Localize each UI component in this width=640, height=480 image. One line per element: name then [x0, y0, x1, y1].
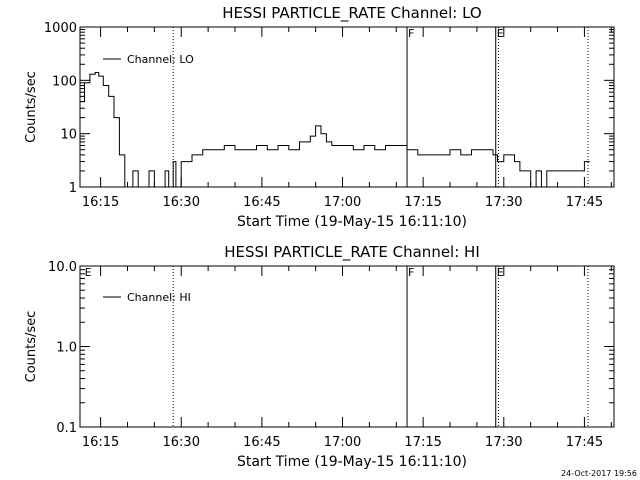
y-tick-label: 10: [60, 128, 77, 143]
x-tick-label: 17:45: [566, 195, 603, 210]
y-tick-label: 0.1: [56, 421, 77, 436]
event-marker-label: E: [85, 266, 92, 279]
x-tick-label: 17:15: [404, 195, 441, 210]
y-tick-label: 1000: [44, 21, 77, 36]
y-tick-label: 100: [52, 74, 77, 89]
event-marker-label: E: [497, 266, 504, 279]
legend-label-1: Channel: LO: [127, 53, 194, 66]
data-series-line-1: [80, 72, 590, 188]
x-tick-label: 16:30: [163, 195, 200, 210]
x-tick-label: 17:30: [485, 435, 522, 450]
x-tick-label: 17:00: [324, 435, 361, 450]
event-marker-label: F: [408, 266, 414, 279]
x-tick-label: 16:30: [163, 435, 200, 450]
y-axis-title-2: Counts/sec: [24, 311, 39, 383]
x-axis-title-2: Start Time (19-May-15 16:11:10): [237, 454, 467, 470]
y-tick-label: 1.0: [56, 341, 77, 356]
y-axis-title-1: Counts/sec: [24, 71, 39, 143]
x-tick-label: 16:15: [82, 435, 119, 450]
chart-title-2: HESSI PARTICLE_RATE Channel: HI: [224, 243, 480, 262]
x-tick-label: 17:30: [485, 195, 522, 210]
y-tick-label: 10.0: [48, 260, 77, 275]
x-tick-label: 17:45: [566, 435, 603, 450]
x-tick-label: 16:45: [243, 435, 280, 450]
event-marker-label: F: [408, 27, 414, 40]
chart-title-1: HESSI PARTICLE_RATE Channel: LO: [222, 4, 481, 23]
plot-timestamp: 24-Oct-2017 19:56: [561, 469, 637, 478]
plot-frame-1: [79, 26, 615, 188]
event-marker-label: E: [497, 27, 504, 40]
x-axis-title-1: Start Time (19-May-15 16:11:10): [237, 214, 467, 230]
legend-label-2: Channel: HI: [127, 291, 191, 304]
x-tick-label: 16:45: [243, 195, 280, 210]
x-tick-label: 16:15: [82, 195, 119, 210]
x-tick-label: 17:00: [324, 195, 361, 210]
x-tick-label: 17:15: [404, 435, 441, 450]
y-tick-label: 1: [69, 181, 77, 196]
